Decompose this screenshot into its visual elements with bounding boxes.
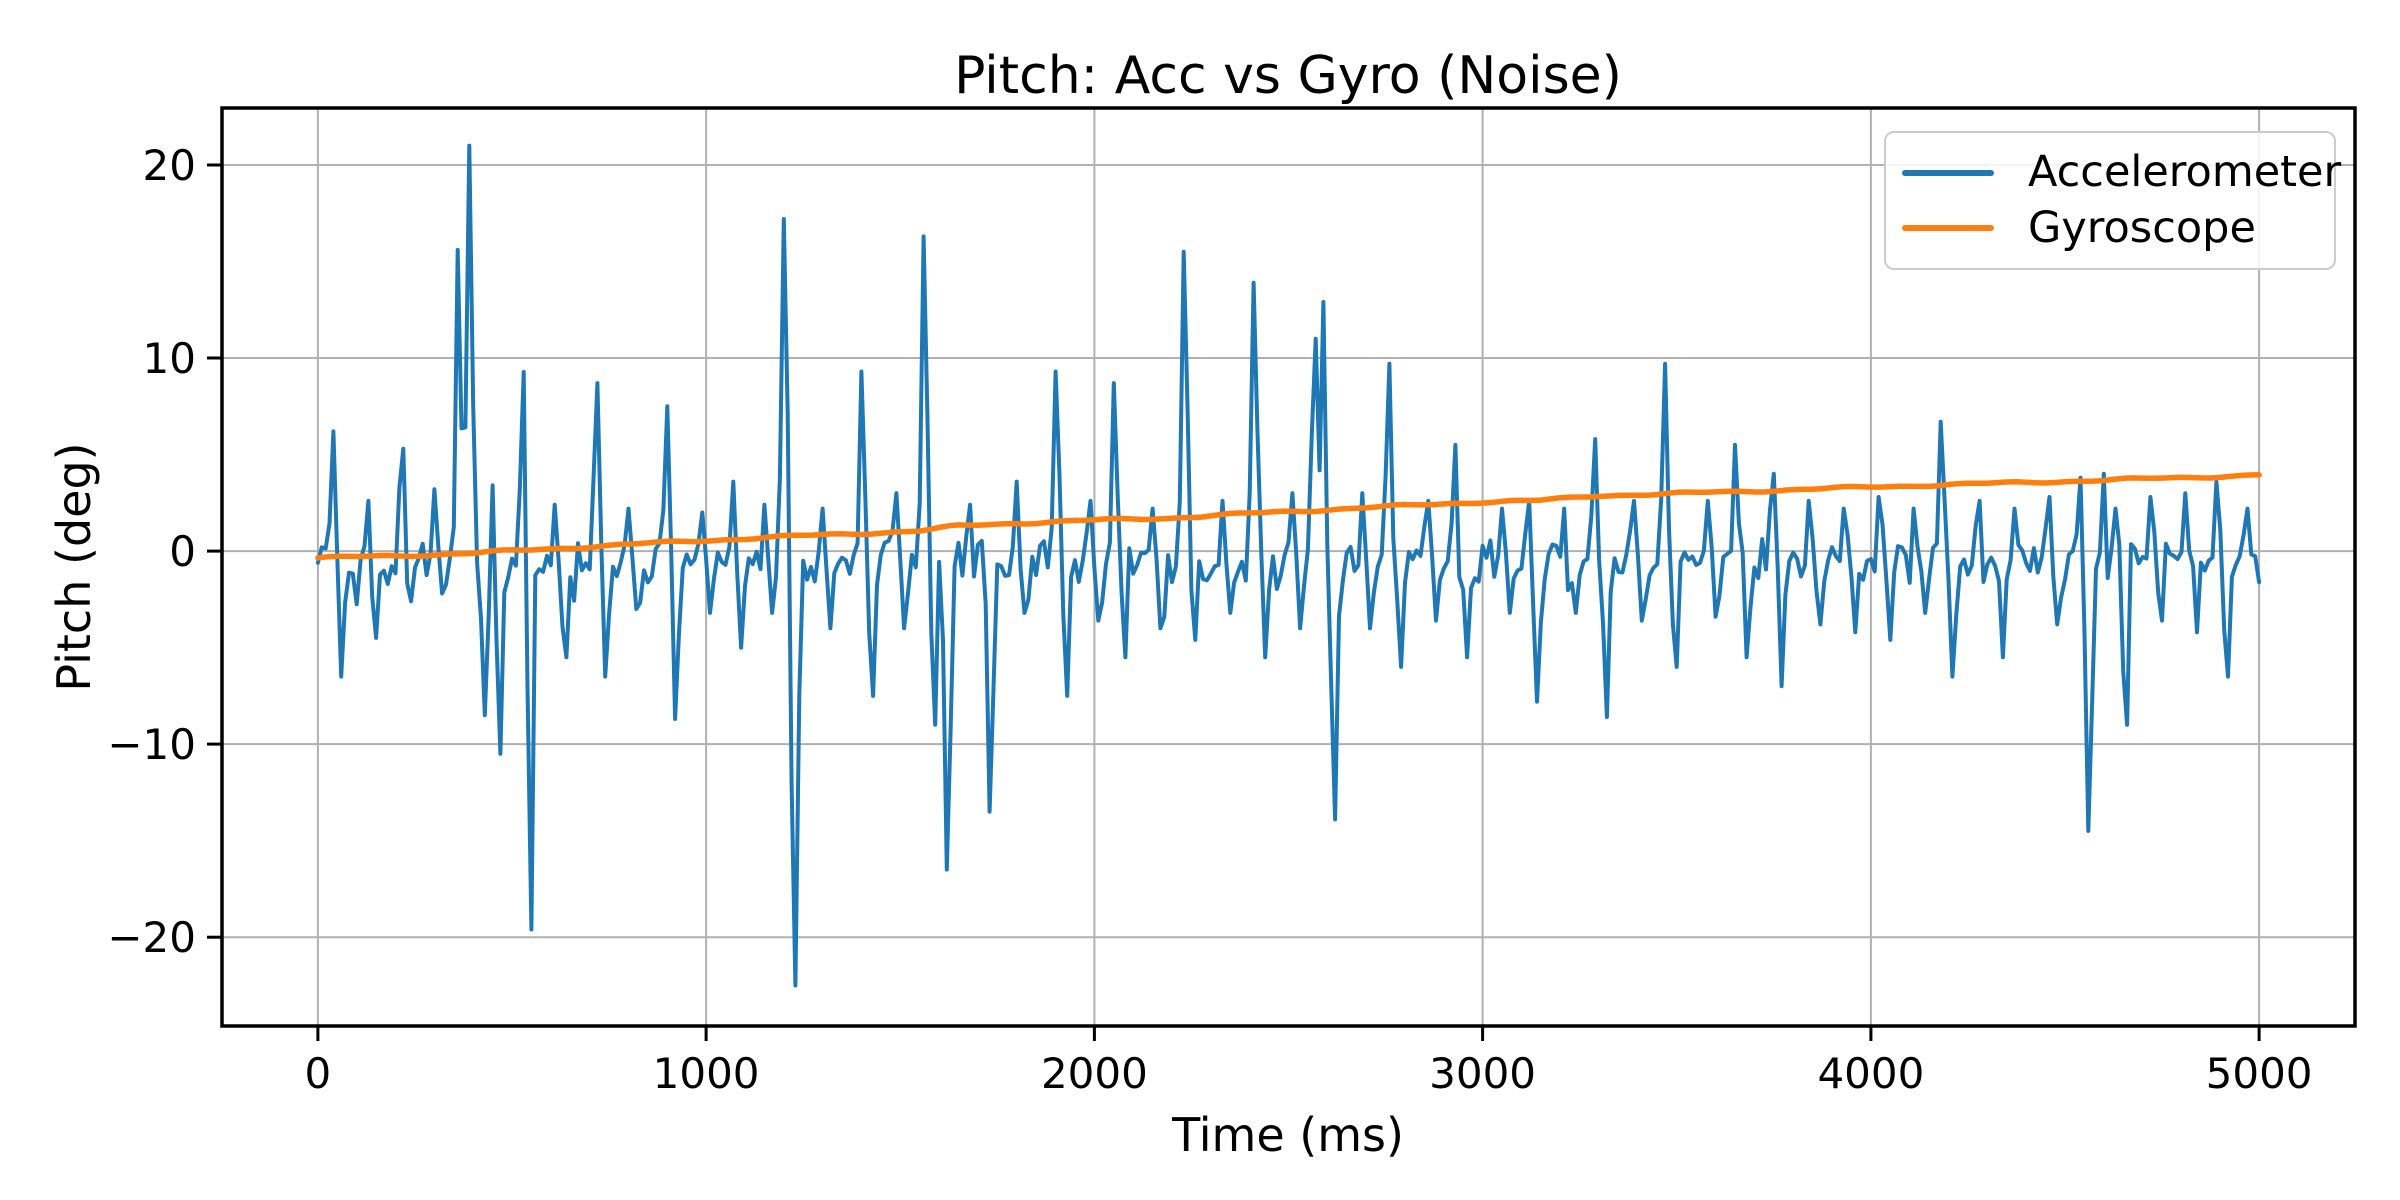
x-tick-label: 4000 [1817,1049,1924,1098]
x-tick-label: 1000 [653,1049,760,1098]
gyroscope-line-icon [1902,225,1994,232]
legend-entry-gyroscope: Gyroscope [1902,202,2324,253]
x-tick-label: 5000 [2206,1049,2313,1098]
accelerometer-line-icon [1902,169,1994,176]
gyroscope-line [315,472,2262,561]
x-tick-label: 3000 [1429,1049,1536,1098]
y-tick-label: 20 [143,141,196,190]
x-tick-label: 0 [305,1049,332,1098]
y-tick-label: 0 [169,527,196,576]
y-tick-label: −20 [107,913,196,962]
legend: Accelerometer Gyroscope [1884,131,2341,270]
chart-title: Pitch: Acc vs Gyro (Noise) [954,46,1622,106]
axes-frame [220,106,2357,1028]
y-axis-label: Pitch (deg) [47,442,101,692]
legend-label-gyroscope: Gyroscope [2028,202,2256,253]
accelerometer-line [315,143,2262,988]
x-tick-label: 2000 [1041,1049,1148,1098]
legend-entry-accelerometer: Accelerometer [1902,151,2341,194]
y-tick-label: −10 [107,720,196,769]
y-tick-label: 10 [143,334,196,383]
legend-label-accelerometer: Accelerometer [2028,147,2342,198]
x-axis-label: Time (ms) [1172,1108,1404,1162]
